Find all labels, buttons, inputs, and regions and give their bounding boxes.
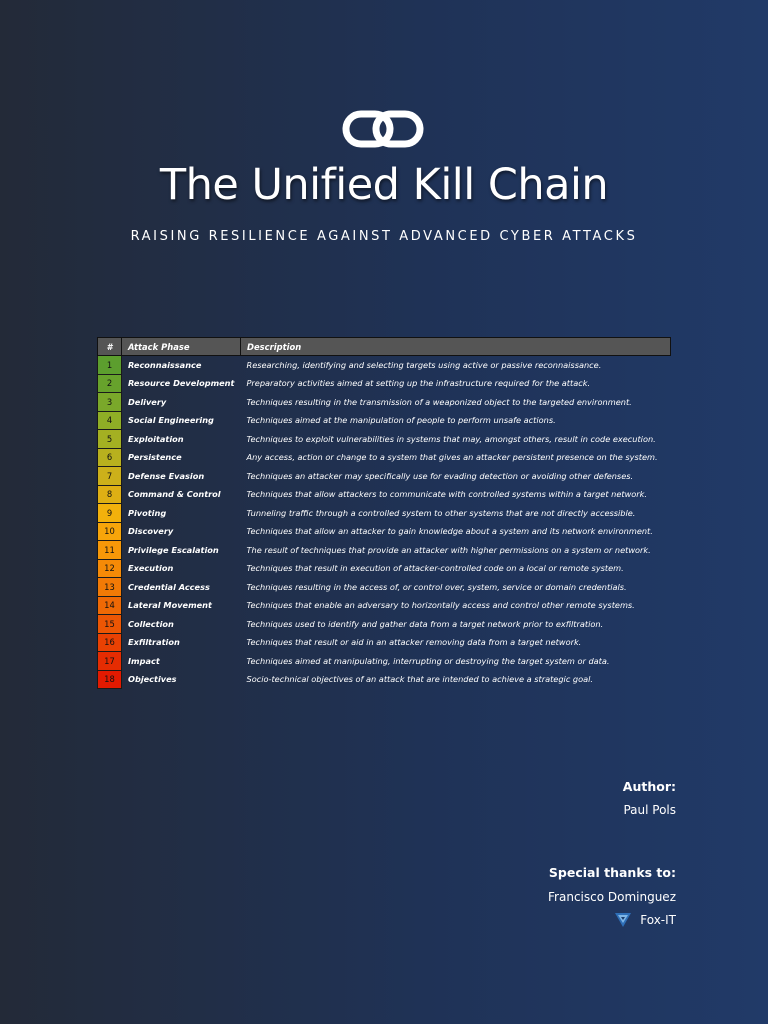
- phase-description: The result of techniques that provide an…: [246, 544, 651, 555]
- table-row: 17 Impact Techniques aimed at manipulating…: [97, 651, 671, 671]
- phase-description: Techniques that allow attackers to commu…: [246, 489, 648, 500]
- phase-name: Collection: [128, 618, 174, 629]
- phase-number: 7: [97, 466, 122, 486]
- phase-name: Social Engineering: [128, 415, 214, 426]
- table-row: 9 Pivoting Tunneling traffic through a con…: [97, 503, 671, 523]
- phase-number: 2: [97, 373, 122, 393]
- phase-number: 3: [97, 392, 122, 412]
- phase-name: Defense Evasion: [128, 470, 205, 481]
- phase-number: 8: [97, 484, 122, 504]
- header-number: #: [97, 337, 122, 356]
- table-row: 2 Resource Development Preparatory activit…: [97, 373, 671, 393]
- table-row: 18 Objectives Socio-technical objectives o…: [97, 669, 671, 689]
- phase-description: Techniques that result in execution of a…: [246, 563, 624, 574]
- chain-link-icon: [342, 110, 424, 148]
- table-row: 10 Discovery Techniques that allow an atta…: [97, 521, 671, 541]
- organization-name: Fox-IT: [640, 913, 676, 927]
- author-name: Paul Pols: [623, 803, 676, 817]
- phase-number: 14: [97, 595, 122, 615]
- phase-description: Socio-technical objectives of an attack …: [246, 674, 594, 685]
- phase-number: 5: [97, 429, 122, 449]
- table-row: 1 Reconnaissance Researching, identifying …: [97, 355, 671, 375]
- phase-name: Exfiltration: [128, 637, 180, 648]
- table-row: 13 Credential Access Techniques resulting …: [97, 577, 671, 597]
- phase-description: Tunneling traffic through a controlled s…: [246, 507, 636, 518]
- fox-it-logo-icon: [615, 913, 632, 927]
- phase-name: Exploitation: [128, 433, 184, 444]
- phase-description: Techniques that result or aid in an atta…: [246, 637, 582, 648]
- page-subtitle: RAISING RESILIENCE AGAINST ADVANCED CYBE…: [130, 229, 638, 244]
- phase-name: Impact: [128, 655, 160, 666]
- table-row: 6 Persistence Any access, action or change…: [97, 447, 671, 467]
- table-row: 15 Collection Techniques used to identify …: [97, 614, 671, 634]
- phase-name: Reconnaissance: [128, 360, 202, 370]
- author-label: Author:: [622, 779, 676, 794]
- header-description: Description: [240, 337, 671, 356]
- phase-name: Objectives: [128, 674, 177, 685]
- phase-description: Preparatory activities aimed at setting …: [246, 378, 591, 389]
- table-row: 3 Delivery Techniques resulting in the tra…: [97, 392, 671, 412]
- phase-description: Techniques that enable an adversary to h…: [246, 600, 635, 611]
- page-title: The Unified Kill Chain: [159, 160, 609, 210]
- table-row: 8 Command & Control Techniques that allow …: [97, 484, 671, 504]
- phase-description: Any access, action or change to a system…: [246, 452, 658, 463]
- phase-description: Techniques used to identify and gather d…: [246, 618, 604, 629]
- phase-number: 1: [97, 355, 122, 375]
- phase-name: Resource Development: [128, 378, 235, 389]
- phase-name: Execution: [128, 563, 174, 574]
- phase-description: Techniques an attacker may specifically …: [246, 470, 634, 481]
- phase-description: Researching, identifying and selecting t…: [246, 360, 602, 370]
- phase-name: Lateral Movement: [128, 600, 212, 611]
- phase-description: Techniques aimed at the manipulation of …: [246, 415, 556, 426]
- thanks-label: Special thanks to:: [548, 865, 676, 880]
- phase-number: 18: [97, 669, 122, 689]
- table-row: 14 Lateral Movement Techniques that enable…: [97, 595, 671, 615]
- phase-name: Persistence: [128, 452, 182, 463]
- phase-description: Techniques that allow an attacker to gai…: [246, 526, 653, 537]
- phase-description: Techniques resulting in the access of, o…: [246, 581, 627, 592]
- table-body: 1 Reconnaissance Researching, identifying …: [97, 355, 671, 689]
- phase-name: Pivoting: [128, 507, 167, 518]
- phase-number: 9: [97, 503, 122, 523]
- table-row: 7 Defense Evasion Techniques an attacker m…: [97, 466, 671, 486]
- table-row: 5 Exploitation Techniques to exploit vulne…: [97, 429, 671, 449]
- phase-number: 11: [97, 540, 122, 560]
- kill-chain-table: # Attack Phase Description 1 Reconnaissan…: [97, 337, 671, 689]
- phase-number: 16: [97, 632, 122, 652]
- phase-number: 15: [97, 614, 122, 634]
- phase-number: 4: [97, 410, 122, 430]
- table-row: 12 Execution Techniques that result in exe…: [97, 558, 671, 578]
- phase-number: 17: [97, 651, 122, 671]
- phase-description: Techniques to exploit vulnerabilities in…: [246, 433, 656, 444]
- phase-name: Privilege Escalation: [128, 544, 219, 555]
- phase-name: Delivery: [128, 396, 167, 407]
- phase-number: 13: [97, 577, 122, 597]
- phase-name: Command & Control: [128, 489, 221, 500]
- table-row: 4 Social Engineering Techniques aimed at t…: [97, 410, 671, 430]
- phase-description: Techniques aimed at manipulating, interr…: [246, 655, 610, 666]
- header-attack-phase: Attack Phase: [121, 337, 241, 356]
- phase-number: 10: [97, 521, 122, 541]
- table-row: 16 Exfiltration Techniques that result or …: [97, 632, 671, 652]
- table-header-row: # Attack Phase Description: [97, 337, 671, 356]
- phase-number: 6: [97, 447, 122, 467]
- organization: Fox-IT: [614, 911, 676, 929]
- phase-name: Discovery: [128, 526, 174, 537]
- phase-description: Techniques resulting in the transmission…: [246, 396, 632, 407]
- table-row: 11 Privilege Escalation The result of tech…: [97, 540, 671, 560]
- thanks-name: Francisco Dominguez: [548, 890, 676, 904]
- phase-name: Credential Access: [128, 581, 210, 592]
- phase-number: 12: [97, 558, 122, 578]
